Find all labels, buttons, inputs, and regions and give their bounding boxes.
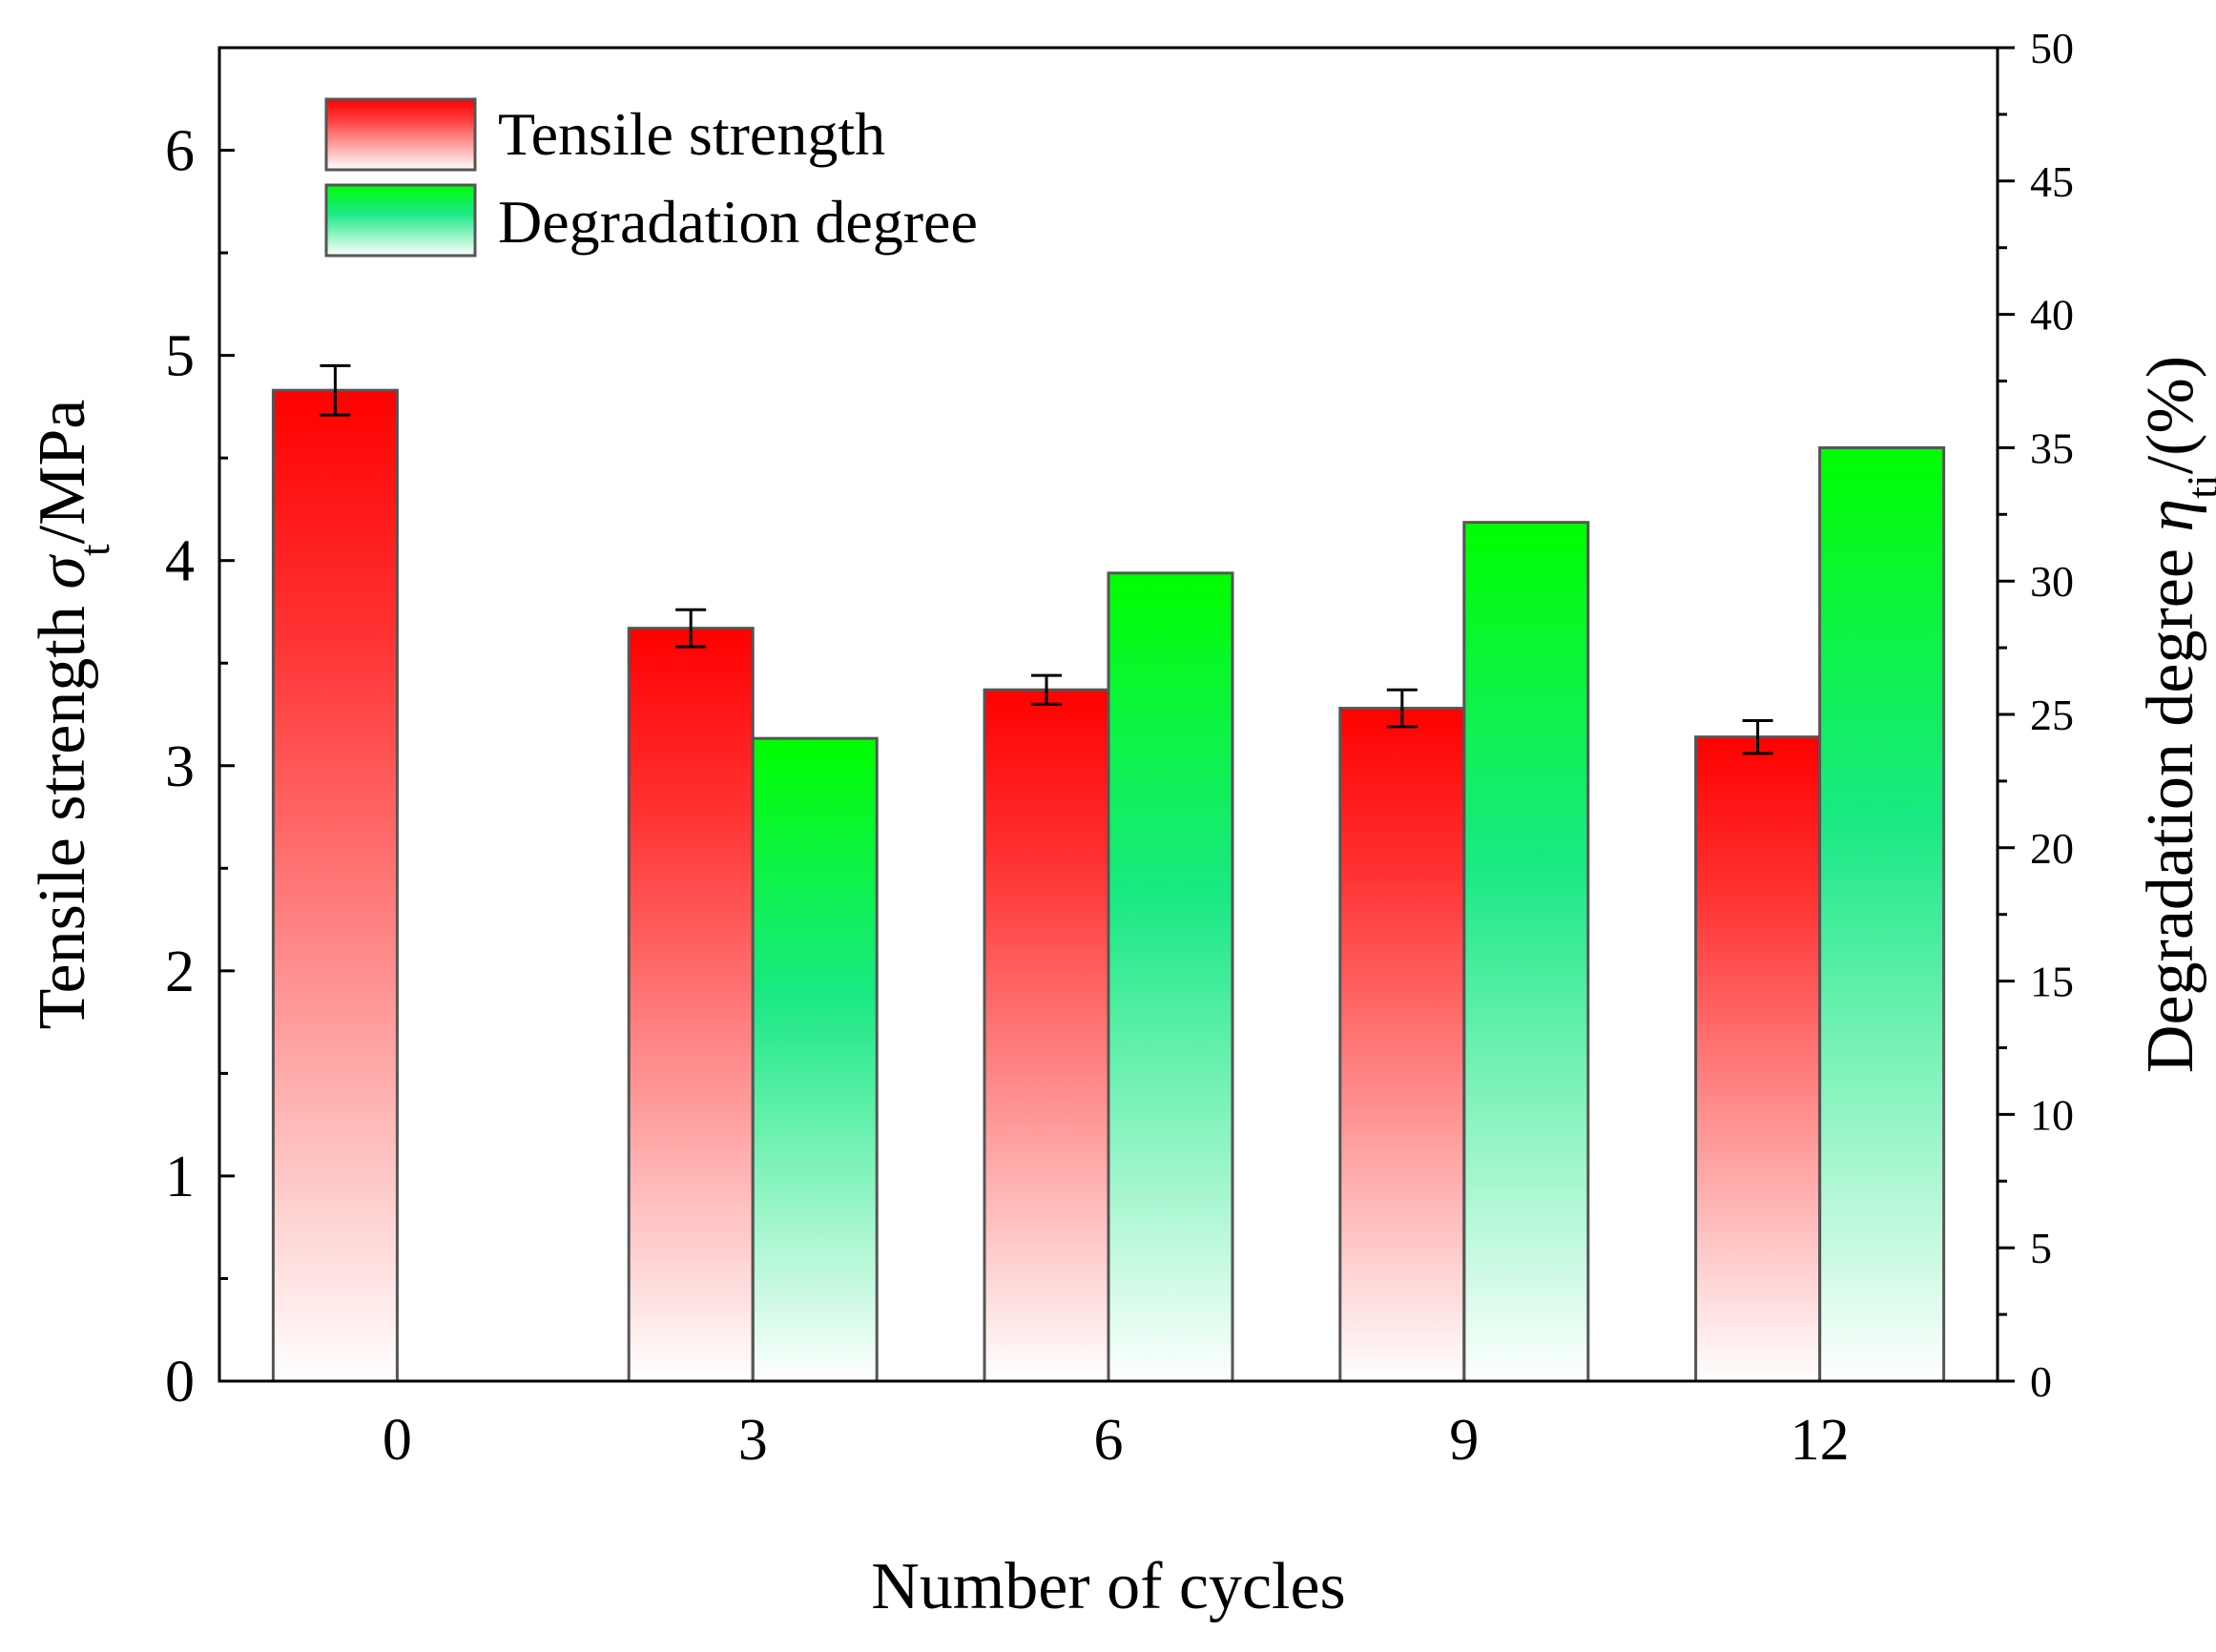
x-axis-title: Number of cycles — [871, 1550, 1346, 1623]
y-tick-label-1: 1 — [165, 1145, 195, 1209]
bar-tensile-strength-9 — [1338, 707, 1466, 1383]
y2-tick-label-30: 30 — [2030, 557, 2074, 606]
left-axis: 0 1 2 3 4 5 6 — [165, 119, 235, 1415]
y2-axis-title-symbol: η — [2134, 499, 2207, 532]
y2-tick-label-40: 40 — [2030, 291, 2074, 340]
bar-tensile-strength-12 — [1694, 735, 1822, 1383]
y2-tick-label-15: 15 — [2030, 958, 2074, 1006]
x-axis: 0 3 6 9 12 — [383, 1408, 1850, 1473]
y-tick-label-4: 4 — [165, 529, 195, 594]
y2-axis-title: Degradation degree ηti/(%) — [2134, 356, 2216, 1073]
y2-tick-label-50: 50 — [2030, 24, 2074, 72]
y-axis-title: Tensile strength σt/MPa — [26, 400, 118, 1030]
y-tick-label-0: 0 — [165, 1350, 195, 1415]
y-axis-title-prefix: Tensile strength — [26, 589, 99, 1030]
legend-label-degradation-degree: Degradation degree — [498, 188, 978, 256]
y2-tick-label-45: 45 — [2030, 157, 2074, 206]
bar-degradation-degree-12 — [1818, 445, 1946, 1383]
y2-axis-title-prefix: Degradation degree — [2134, 532, 2207, 1074]
bar-degradation-degree-6 — [1107, 571, 1234, 1383]
y2-tick-label-5: 5 — [2030, 1224, 2052, 1272]
x-tick-label-6: 6 — [1094, 1408, 1124, 1473]
y-axis-title-suffix: /MPa — [26, 400, 99, 545]
y-tick-label-2: 2 — [165, 940, 195, 1004]
y-axis-title-symbol: σ — [26, 554, 99, 589]
legend-label-tensile-strength: Tensile strength — [498, 100, 885, 168]
y-axis-title-subscript: t — [70, 544, 118, 556]
right-axis: 0 5 10 15 20 25 30 35 40 45 50 — [1998, 24, 2074, 1406]
bars-layer — [271, 388, 1946, 1383]
bar-degradation-degree-3 — [751, 736, 879, 1383]
bar-tensile-strength-6 — [983, 688, 1110, 1383]
y2-tick-label-20: 20 — [2030, 824, 2074, 873]
x-tick-label-0: 0 — [383, 1408, 412, 1473]
legend: Tensile strength Degradation degree — [324, 97, 978, 258]
x-tick-label-3: 3 — [738, 1408, 768, 1473]
x-tick-label-9: 9 — [1449, 1408, 1479, 1473]
y2-axis-title-subscript: ti — [2178, 474, 2216, 499]
y2-axis-title-suffix: /(%) — [2134, 356, 2207, 474]
y2-tick-label-0: 0 — [2030, 1357, 2052, 1406]
y2-tick-label-25: 25 — [2030, 691, 2074, 739]
x-tick-label-12: 12 — [1791, 1408, 1850, 1473]
errorbar-layer — [320, 363, 1773, 755]
y-tick-label-5: 5 — [165, 324, 195, 389]
bar-tensile-strength-3 — [627, 627, 755, 1383]
y-tick-label-3: 3 — [165, 734, 195, 799]
y-tick-label-6: 6 — [165, 119, 195, 184]
bar-degradation-degree-9 — [1462, 521, 1590, 1383]
y2-tick-label-10: 10 — [2030, 1090, 2074, 1139]
bar-tensile-strength-0 — [271, 388, 399, 1383]
y2-tick-label-35: 35 — [2030, 423, 2074, 472]
legend-swatch-degradation-degree — [324, 183, 477, 258]
legend-swatch-tensile-strength — [324, 97, 477, 172]
